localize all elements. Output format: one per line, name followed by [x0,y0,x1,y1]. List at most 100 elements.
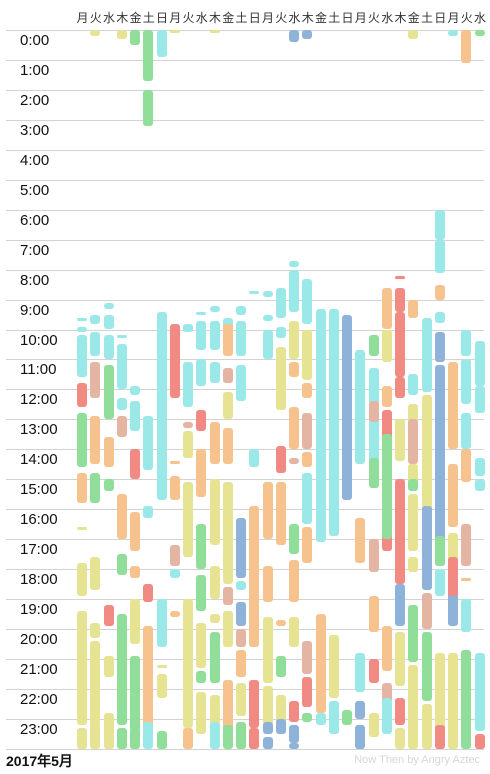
activity-block[interactable] [448,464,458,528]
activity-block[interactable] [209,566,220,600]
activity-block[interactable] [395,479,405,585]
activity-block[interactable] [408,664,419,749]
activity-block[interactable] [275,694,286,731]
activity-block[interactable] [143,721,154,749]
activity-block[interactable] [209,305,220,312]
activity-block[interactable] [209,694,220,725]
activity-block[interactable] [183,422,193,429]
activity-block[interactable] [236,320,246,357]
activity-block[interactable] [116,727,127,749]
activity-block[interactable] [474,479,485,492]
activity-block[interactable] [77,727,87,749]
activity-block[interactable] [209,614,220,623]
activity-block[interactable] [368,658,379,683]
activity-block[interactable] [196,623,207,668]
activity-block[interactable] [116,494,127,540]
activity-block[interactable] [381,434,392,540]
activity-block[interactable] [448,572,458,597]
activity-block[interactable] [90,30,101,36]
activity-block[interactable] [381,329,392,363]
activity-block[interactable] [143,626,154,731]
activity-block[interactable] [262,685,273,725]
activity-block[interactable] [395,275,405,279]
activity-block[interactable] [474,652,485,731]
activity-block[interactable] [421,631,432,701]
activity-block[interactable] [381,626,392,671]
activity-block[interactable] [90,724,101,749]
activity-block[interactable] [302,30,313,39]
activity-block[interactable] [461,413,472,450]
activity-block[interactable] [116,398,127,411]
activity-block[interactable] [355,700,366,719]
activity-block[interactable] [448,362,458,450]
activity-block[interactable] [381,682,392,707]
activity-block[interactable] [249,679,260,728]
activity-block[interactable] [289,742,299,749]
activity-block[interactable] [143,416,154,471]
activity-block[interactable] [395,727,405,749]
activity-block[interactable] [448,533,458,567]
activity-block[interactable] [103,655,114,677]
activity-block[interactable] [103,437,114,468]
activity-block[interactable] [289,524,299,555]
activity-block[interactable] [302,712,313,722]
activity-block[interactable] [90,362,101,399]
activity-block[interactable] [90,640,101,728]
activity-block[interactable] [222,323,233,357]
activity-block[interactable] [434,284,445,300]
activity-block[interactable] [236,518,246,579]
activity-block[interactable] [209,631,220,683]
activity-block[interactable] [262,329,273,360]
activity-block[interactable] [236,629,246,647]
activity-block[interactable] [275,446,286,474]
activity-block[interactable] [355,518,366,564]
activity-block[interactable] [275,326,286,339]
activity-block[interactable] [395,697,405,725]
activity-block[interactable] [395,584,405,626]
activity-block[interactable] [143,30,154,81]
activity-block[interactable] [289,724,299,743]
activity-block[interactable] [421,593,432,629]
activity-block[interactable] [289,700,299,722]
activity-block[interactable] [236,305,246,315]
activity-block[interactable] [209,320,220,351]
activity-block[interactable] [302,527,313,564]
activity-block[interactable] [368,401,379,423]
activity-block[interactable] [408,30,419,39]
activity-block[interactable] [143,584,154,603]
activity-block[interactable] [289,30,299,42]
activity-block[interactable] [381,386,392,408]
activity-block[interactable] [434,724,445,749]
activity-block[interactable] [381,287,392,330]
activity-block[interactable] [302,473,313,525]
activity-block[interactable] [408,557,419,573]
activity-block[interactable] [143,506,154,519]
activity-block[interactable] [130,401,140,432]
activity-block[interactable] [236,365,246,402]
activity-block[interactable] [434,569,445,597]
activity-block[interactable] [143,89,154,126]
activity-block[interactable] [328,308,339,537]
activity-block[interactable] [156,30,167,57]
activity-block[interactable] [289,560,299,603]
activity-block[interactable] [77,326,87,333]
activity-block[interactable] [275,347,286,411]
activity-block[interactable] [156,311,167,501]
activity-block[interactable] [130,30,140,45]
activity-block[interactable] [130,386,140,396]
activity-block[interactable] [77,317,87,321]
activity-block[interactable] [236,721,246,749]
activity-block[interactable] [116,30,127,39]
activity-block[interactable] [302,413,313,450]
activity-block[interactable] [196,670,207,683]
activity-block[interactable] [103,302,114,309]
activity-block[interactable] [395,287,405,312]
activity-block[interactable] [302,676,313,707]
activity-block[interactable] [302,278,313,324]
activity-block[interactable] [395,377,405,399]
activity-block[interactable] [342,709,352,725]
activity-block[interactable] [474,733,485,749]
activity-block[interactable] [461,329,472,357]
activity-block[interactable] [77,527,87,531]
